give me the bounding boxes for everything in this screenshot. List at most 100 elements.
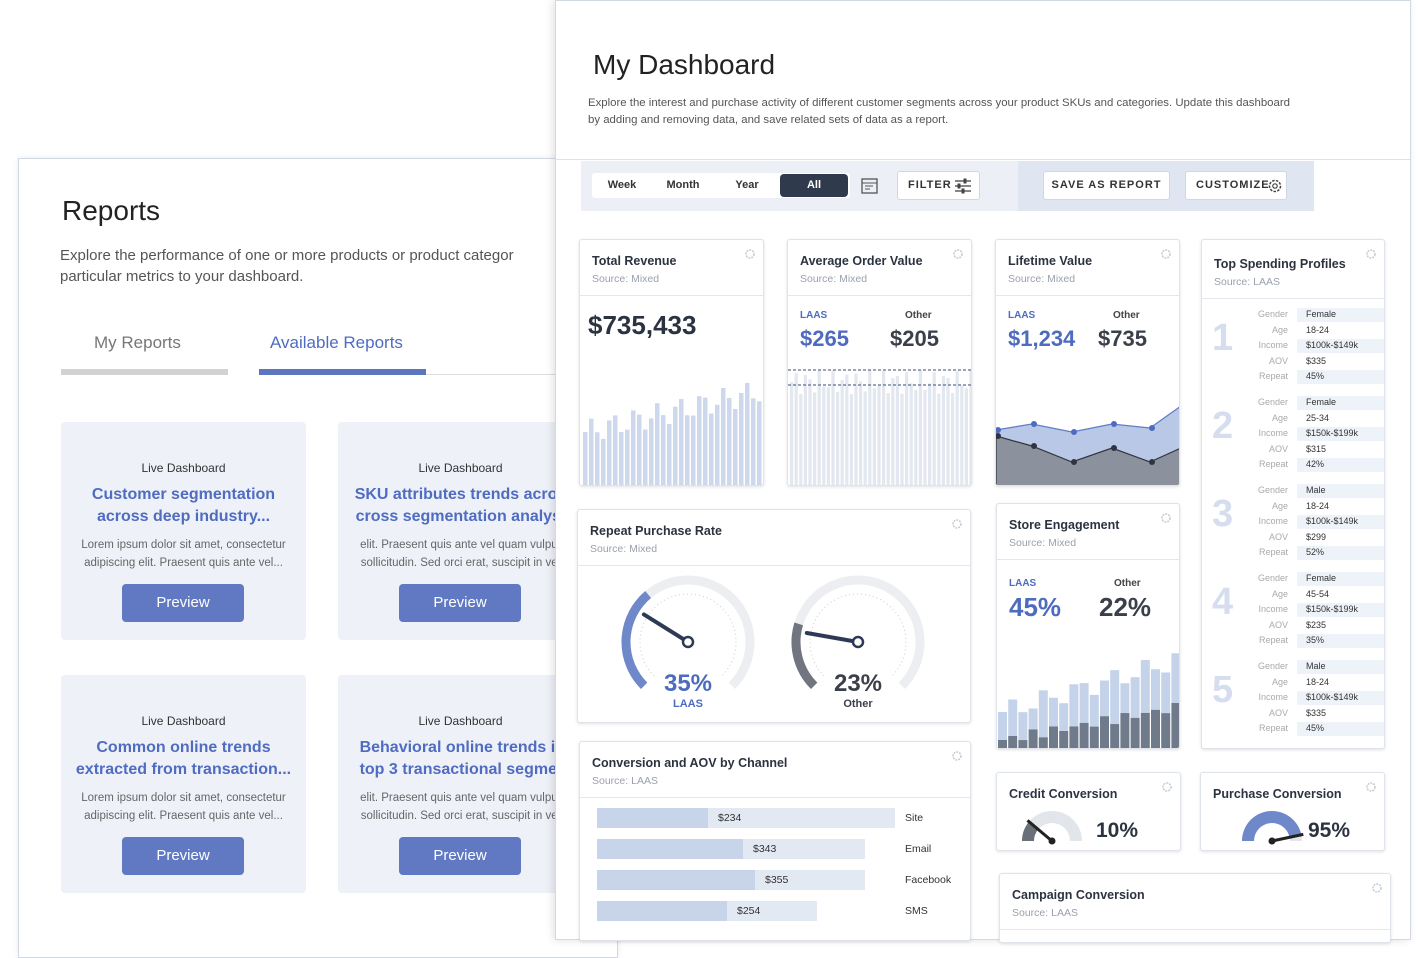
settings-icon[interactable] — [745, 249, 755, 259]
profile-row-bg — [1297, 675, 1384, 690]
series-label: Other — [905, 310, 932, 321]
decor-bar — [715, 404, 720, 485]
settings-icon[interactable] — [1161, 249, 1171, 259]
decor-bar — [745, 382, 750, 485]
report-card: Live Dashboard SKU attributes trends acro… — [338, 422, 583, 640]
profile-row-bg — [1297, 484, 1384, 498]
decor-bar — [757, 401, 762, 485]
gauge-label: Other — [843, 698, 873, 710]
tab[interactable]: My Reports — [94, 333, 181, 352]
save-report-button[interactable]: SAVE AS REPORT — [1043, 171, 1170, 200]
decor-bar — [619, 431, 624, 485]
settings-icon[interactable] — [952, 751, 962, 761]
dashboard-card: Repeat Purchase Rate Source: Mixed 35% LAAS… — [577, 509, 971, 723]
decor-bar — [799, 393, 803, 485]
profile-value: Female — [1306, 309, 1337, 319]
preview-button[interactable]: Preview — [122, 837, 244, 875]
decor-bar — [909, 383, 913, 485]
reports-description: Explore the performance of one or more p… — [60, 247, 514, 264]
settings-icon[interactable] — [1162, 782, 1172, 792]
dashboard-card: Campaign Conversion Source: LAAS — [999, 873, 1391, 943]
decor-bar — [583, 432, 588, 485]
decor-bar — [727, 397, 732, 485]
decor-bar-bottom — [1069, 726, 1079, 748]
series-value: $265 — [800, 326, 849, 351]
card-source: Source: Mixed — [592, 273, 660, 285]
profile-field: Income — [1258, 692, 1288, 702]
card-source: Source: Mixed — [1009, 537, 1077, 549]
profile-value: 18-24 — [1306, 676, 1330, 687]
calendar-icon[interactable] — [861, 177, 878, 194]
icon-shape — [1372, 883, 1382, 893]
decor-bar — [905, 372, 909, 485]
profile-value: 25-34 — [1306, 412, 1330, 423]
decor-bar — [859, 381, 863, 485]
settings-icon[interactable] — [1161, 513, 1171, 523]
tab-active[interactable]: Available Reports — [270, 333, 403, 352]
decor-bar — [625, 429, 630, 485]
profile-field: Income — [1258, 428, 1288, 438]
button-label: CUSTOMIZE — [1196, 179, 1270, 191]
decor-bar-top — [1171, 653, 1179, 703]
period-active-bg — [780, 174, 848, 197]
decor-bar — [643, 429, 648, 485]
period-active[interactable]: All — [806, 179, 822, 191]
decor-bar — [831, 370, 835, 485]
decor-bar-bottom — [1059, 730, 1069, 748]
preview-button[interactable]: Preview — [399, 584, 521, 622]
profile-field: Age — [1271, 412, 1288, 423]
preview-button[interactable]: Preview — [122, 584, 244, 622]
profile-rank: 2 — [1212, 405, 1234, 447]
settings-icon[interactable] — [953, 249, 963, 259]
series-label: LAAS — [1008, 310, 1036, 321]
decor-bar — [631, 410, 636, 485]
profile-field: AOV — [1268, 443, 1288, 454]
chart-graphic — [996, 406, 1179, 485]
dashboard-title: My Dashboard — [593, 49, 776, 80]
report-body: sollicitudin. Sed orci erat, suscipit in… — [360, 557, 561, 569]
card-title: Purchase Conversion — [1213, 787, 1342, 801]
profile-rank: 1 — [1212, 317, 1234, 359]
decor-bar — [951, 393, 955, 485]
customize-button[interactable]: CUSTOMIZE — [1185, 171, 1287, 200]
settings-icon[interactable] — [952, 519, 962, 529]
profile-field: Age — [1271, 676, 1288, 687]
dashboard-card: Conversion and AOV by Channel Source: LAA… — [579, 741, 971, 941]
profile-row-bg — [1297, 660, 1384, 674]
filter-button[interactable]: FILTER — [897, 171, 980, 200]
decor-bar-top — [1049, 697, 1058, 727]
decor-bar-bottom — [1049, 726, 1058, 748]
series-value: 45% — [1009, 592, 1062, 622]
gauge-value: 23% — [833, 670, 883, 697]
card-title: Average Order Value — [800, 254, 923, 268]
divider — [556, 159, 1410, 160]
period[interactable]: Month — [666, 179, 700, 191]
card-source: Source: Mixed — [1008, 273, 1076, 285]
card-source: Source: LAAS — [1214, 276, 1280, 288]
decor-bar — [739, 393, 744, 485]
report-title: extracted from transaction... — [75, 761, 292, 778]
decor-bar — [895, 376, 899, 485]
period[interactable]: Year — [735, 179, 759, 191]
gauge-arc — [1242, 811, 1302, 841]
profile-field: Gender — [1257, 661, 1288, 671]
icon-shape — [1268, 179, 1282, 193]
settings-icon[interactable] — [1372, 883, 1382, 893]
card-divider — [1000, 929, 1390, 930]
settings-icon[interactable] — [1366, 249, 1376, 259]
profile-field: Income — [1258, 604, 1288, 614]
dashboard-description: Explore the interest and purchase activi… — [588, 97, 1290, 109]
profile-value: 42% — [1306, 459, 1325, 469]
profile-value: Female — [1306, 397, 1337, 407]
report-body: sollicitudin. Sed orci erat, suscipit in… — [360, 810, 561, 822]
area-dot — [1149, 459, 1155, 465]
card-divider — [788, 295, 971, 296]
channel-value: $254 — [737, 905, 761, 917]
icon-shape — [1366, 249, 1376, 259]
preview-button[interactable]: Preview — [399, 837, 521, 875]
decor-bar — [703, 397, 708, 485]
decor-bar — [655, 403, 660, 485]
period[interactable]: Week — [607, 179, 637, 191]
settings-icon[interactable] — [1366, 782, 1376, 792]
decor-bar — [918, 370, 922, 485]
